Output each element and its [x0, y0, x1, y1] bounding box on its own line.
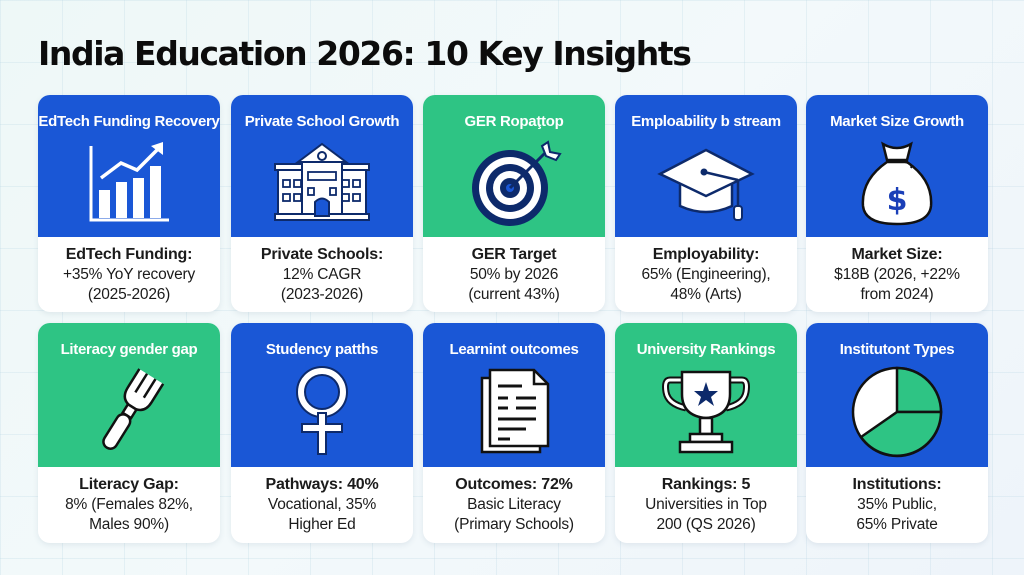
fork-icon — [79, 366, 179, 458]
card-header-title: University Rankings — [636, 341, 776, 358]
card-label: GER Target — [471, 245, 557, 263]
insight-card-literacy-gap: Literacy gender gap Literacy Gap: 8% (Fe… — [38, 323, 220, 543]
card-header: GER Ropaţtop — [423, 95, 605, 237]
card-label: Market Size: — [851, 245, 943, 263]
card-body: Pathways: 40% Vocational, 35% Higher Ed — [231, 467, 413, 543]
card-body: Private Schools: 12% CAGR (2023-2026) — [231, 237, 413, 312]
money-bag-icon: $ — [847, 138, 947, 230]
card-label: Employability: — [652, 245, 760, 263]
card-label: Private Schools: — [260, 245, 384, 263]
card-header-title: GER Ropaţtop — [464, 113, 564, 130]
card-body: Rankings: 5 Universities in Top 200 (QS … — [615, 467, 797, 543]
school-building-icon — [272, 138, 372, 230]
card-detail-line: (current 43%) — [468, 285, 560, 303]
card-header-title: Learnint outcomes — [449, 341, 579, 358]
card-detail-line: 200 (QS 2026) — [656, 516, 756, 533]
card-body: Employability: 65% (Engineering), 48% (A… — [615, 237, 797, 312]
card-detail-line: 8% (Females 82%, — [65, 496, 193, 513]
card-header: Market Size Growth $ — [806, 95, 988, 237]
insight-card-edtech-funding: EdTech Funding Recovery EdTech Funding: … — [38, 95, 220, 312]
card-detail-line: $18B (2026, +22% — [834, 265, 960, 283]
card-header: Emploability b stream — [615, 95, 797, 237]
card-header-title: Market Size Growth — [830, 113, 964, 130]
card-body: Literacy Gap: 8% (Females 82%, Males 90%… — [38, 467, 220, 543]
card-detail-line: +35% YoY recovery — [62, 265, 196, 283]
insight-card-university-rankings: University Rankings Rankings: 5 Universi… — [615, 323, 797, 543]
insight-card-market-size: Market Size Growth $ Market Size: $18B (… — [806, 95, 988, 312]
insight-card-private-schools: Private School Growth — [231, 95, 413, 312]
target-arrow-icon — [464, 138, 564, 230]
card-detail-line: Vocational, 35% — [267, 496, 377, 513]
card-detail-line: (2025-2026) — [87, 285, 171, 303]
card-label: Institutions: — [852, 476, 942, 493]
card-detail-line: 50% by 2026 — [469, 265, 559, 283]
insight-card-ger-target: GER Ropaţtop GER Target 50% by 2026 (cur… — [423, 95, 605, 312]
trophy-star-icon — [656, 366, 756, 458]
card-header: Studency patths — [231, 323, 413, 467]
card-header: Institutont Types — [806, 323, 988, 467]
card-header: Private School Growth — [231, 95, 413, 237]
card-detail-line: 48% (Arts) — [670, 285, 742, 303]
card-header-title: Emploability b stream — [631, 113, 781, 130]
card-label: Outcomes: 72% — [455, 476, 573, 493]
card-header-title: Private School Growth — [244, 113, 400, 130]
card-detail-line: Males 90%) — [89, 516, 169, 533]
card-detail-line: (Primary Schools) — [454, 516, 574, 533]
insight-card-institution-types: Institutont Types Institutions: 35% Publ… — [806, 323, 988, 543]
card-detail-line: Higher Ed — [288, 516, 356, 533]
card-detail-line: Universities in Top — [645, 496, 767, 513]
card-header-title: EdTech Funding Recovery — [38, 113, 220, 130]
card-body: GER Target 50% by 2026 (current 43%) — [423, 237, 605, 312]
card-body: Outcomes: 72% Basic Literacy (Primary Sc… — [423, 467, 605, 543]
insight-card-employability: Emploability b stream Employability: 65%… — [615, 95, 797, 312]
card-label: EdTech Funding: — [65, 245, 193, 263]
card-detail-line: from 2024) — [860, 285, 934, 303]
card-header: Learnint outcomes — [423, 323, 605, 467]
card-header-title: Institutont Types — [839, 341, 955, 358]
card-body: EdTech Funding: +35% YoY recovery (2025-… — [38, 237, 220, 312]
svg-text:$: $ — [887, 183, 908, 218]
card-body: Market Size: $18B (2026, +22% from 2024) — [806, 237, 988, 312]
card-detail-line: Basic Literacy — [467, 496, 561, 513]
card-label: Rankings: 5 — [661, 476, 751, 493]
card-detail-line: 65% (Engineering), — [641, 265, 771, 283]
card-detail-line: 65% Private — [856, 516, 938, 533]
insight-card-learning-outcomes: Learnint outcomes Outcomes: 72% Basic Li… — [423, 323, 605, 543]
card-label: Pathways: 40% — [265, 476, 379, 493]
card-header: EdTech Funding Recovery — [38, 95, 220, 237]
insight-card-pathways: Studency patths Pathways: 40% Vocational… — [231, 323, 413, 543]
card-detail-line: 12% CAGR — [282, 265, 362, 283]
card-detail-line: (2023-2026) — [280, 285, 364, 303]
pie-chart-icon — [847, 366, 947, 458]
card-header: University Rankings — [615, 323, 797, 467]
card-detail-line: 35% Public, — [857, 496, 937, 513]
document-icon — [464, 366, 564, 458]
bar-chart-growth-icon — [79, 138, 179, 230]
card-header-title: Studency patths — [265, 341, 379, 358]
card-header: Literacy gender gap — [38, 323, 220, 467]
page-title: India Education 2026: 10 Key Insights — [38, 34, 692, 73]
female-symbol-icon — [272, 366, 372, 458]
card-header-title: Literacy gender gap — [60, 341, 198, 358]
graduation-cap-icon — [656, 138, 756, 230]
card-body: Institutions: 35% Public, 65% Private — [806, 467, 988, 543]
card-label: Literacy Gap: — [79, 476, 179, 493]
